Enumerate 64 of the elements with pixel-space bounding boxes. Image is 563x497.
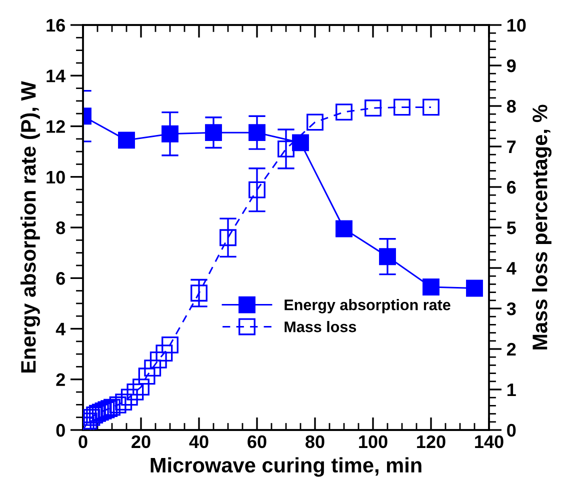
point xyxy=(132,378,150,396)
point xyxy=(306,114,324,131)
point xyxy=(278,140,294,158)
y2-tick-label: 10 xyxy=(508,18,526,32)
y2-tick-label: 7 xyxy=(507,140,516,154)
y2-tick-label: 3 xyxy=(506,302,516,316)
x-axis-title: Microwave curing time, min xyxy=(150,457,422,477)
point xyxy=(150,351,167,368)
x-tick-label: 40 xyxy=(189,435,208,448)
point xyxy=(379,248,396,266)
point xyxy=(422,278,440,296)
point xyxy=(220,229,236,246)
point xyxy=(144,360,162,377)
x-tick-label: 100 xyxy=(359,435,388,448)
y2-tick-label: 0 xyxy=(507,424,516,437)
y2-axis-title: Mass loss percentage, % xyxy=(532,104,552,350)
point xyxy=(115,394,132,411)
point xyxy=(248,181,266,198)
point xyxy=(162,336,178,354)
point xyxy=(248,124,266,142)
point xyxy=(156,344,173,362)
point xyxy=(336,104,352,121)
point xyxy=(364,100,382,116)
x-tick-label: 60 xyxy=(248,435,266,448)
legend-label: Mass loss xyxy=(284,321,356,332)
point xyxy=(394,98,410,116)
y2-tick-label: 1 xyxy=(508,384,516,396)
point xyxy=(104,398,120,416)
x-tick-label: 0 xyxy=(78,435,88,448)
point xyxy=(138,368,156,385)
point xyxy=(86,406,104,424)
y-tick-label: 6 xyxy=(56,272,65,285)
point xyxy=(109,396,126,414)
y-tick-label: 4 xyxy=(56,322,66,336)
y-tick-label: 8 xyxy=(56,221,66,234)
y-tick-label: 14 xyxy=(46,70,66,82)
legend-label: Energy absorption rate xyxy=(284,299,450,314)
point xyxy=(292,134,309,152)
x-tick-label: 20 xyxy=(132,435,150,448)
x-tick-label: 80 xyxy=(306,435,324,448)
y-tick-label: 10 xyxy=(46,170,65,184)
y-tick-label: 0 xyxy=(56,424,65,437)
y2-tick-label: 4 xyxy=(506,262,516,275)
y-tick-label: 16 xyxy=(46,18,65,32)
x-tick-label: 140 xyxy=(475,435,504,448)
point xyxy=(162,125,178,142)
point xyxy=(120,388,138,406)
y-tick-label: 12 xyxy=(46,120,65,133)
point xyxy=(205,124,222,142)
y2-tick-label: 5 xyxy=(506,222,516,234)
y2-tick-label: 8 xyxy=(506,100,516,113)
point xyxy=(118,132,135,149)
y2-tick-label: 6 xyxy=(507,180,516,194)
point xyxy=(422,98,440,116)
point xyxy=(126,383,144,400)
point xyxy=(466,280,483,297)
y-axis-title: Energy absorption rate (P), W xyxy=(20,81,40,373)
y2-tick-label: 2 xyxy=(506,342,516,356)
point xyxy=(190,284,208,302)
y2-tick-label: 9 xyxy=(506,59,516,72)
x-tick-label: 120 xyxy=(417,435,446,448)
point xyxy=(336,220,352,238)
point xyxy=(83,408,100,426)
y-tick-label: 2 xyxy=(56,373,65,386)
